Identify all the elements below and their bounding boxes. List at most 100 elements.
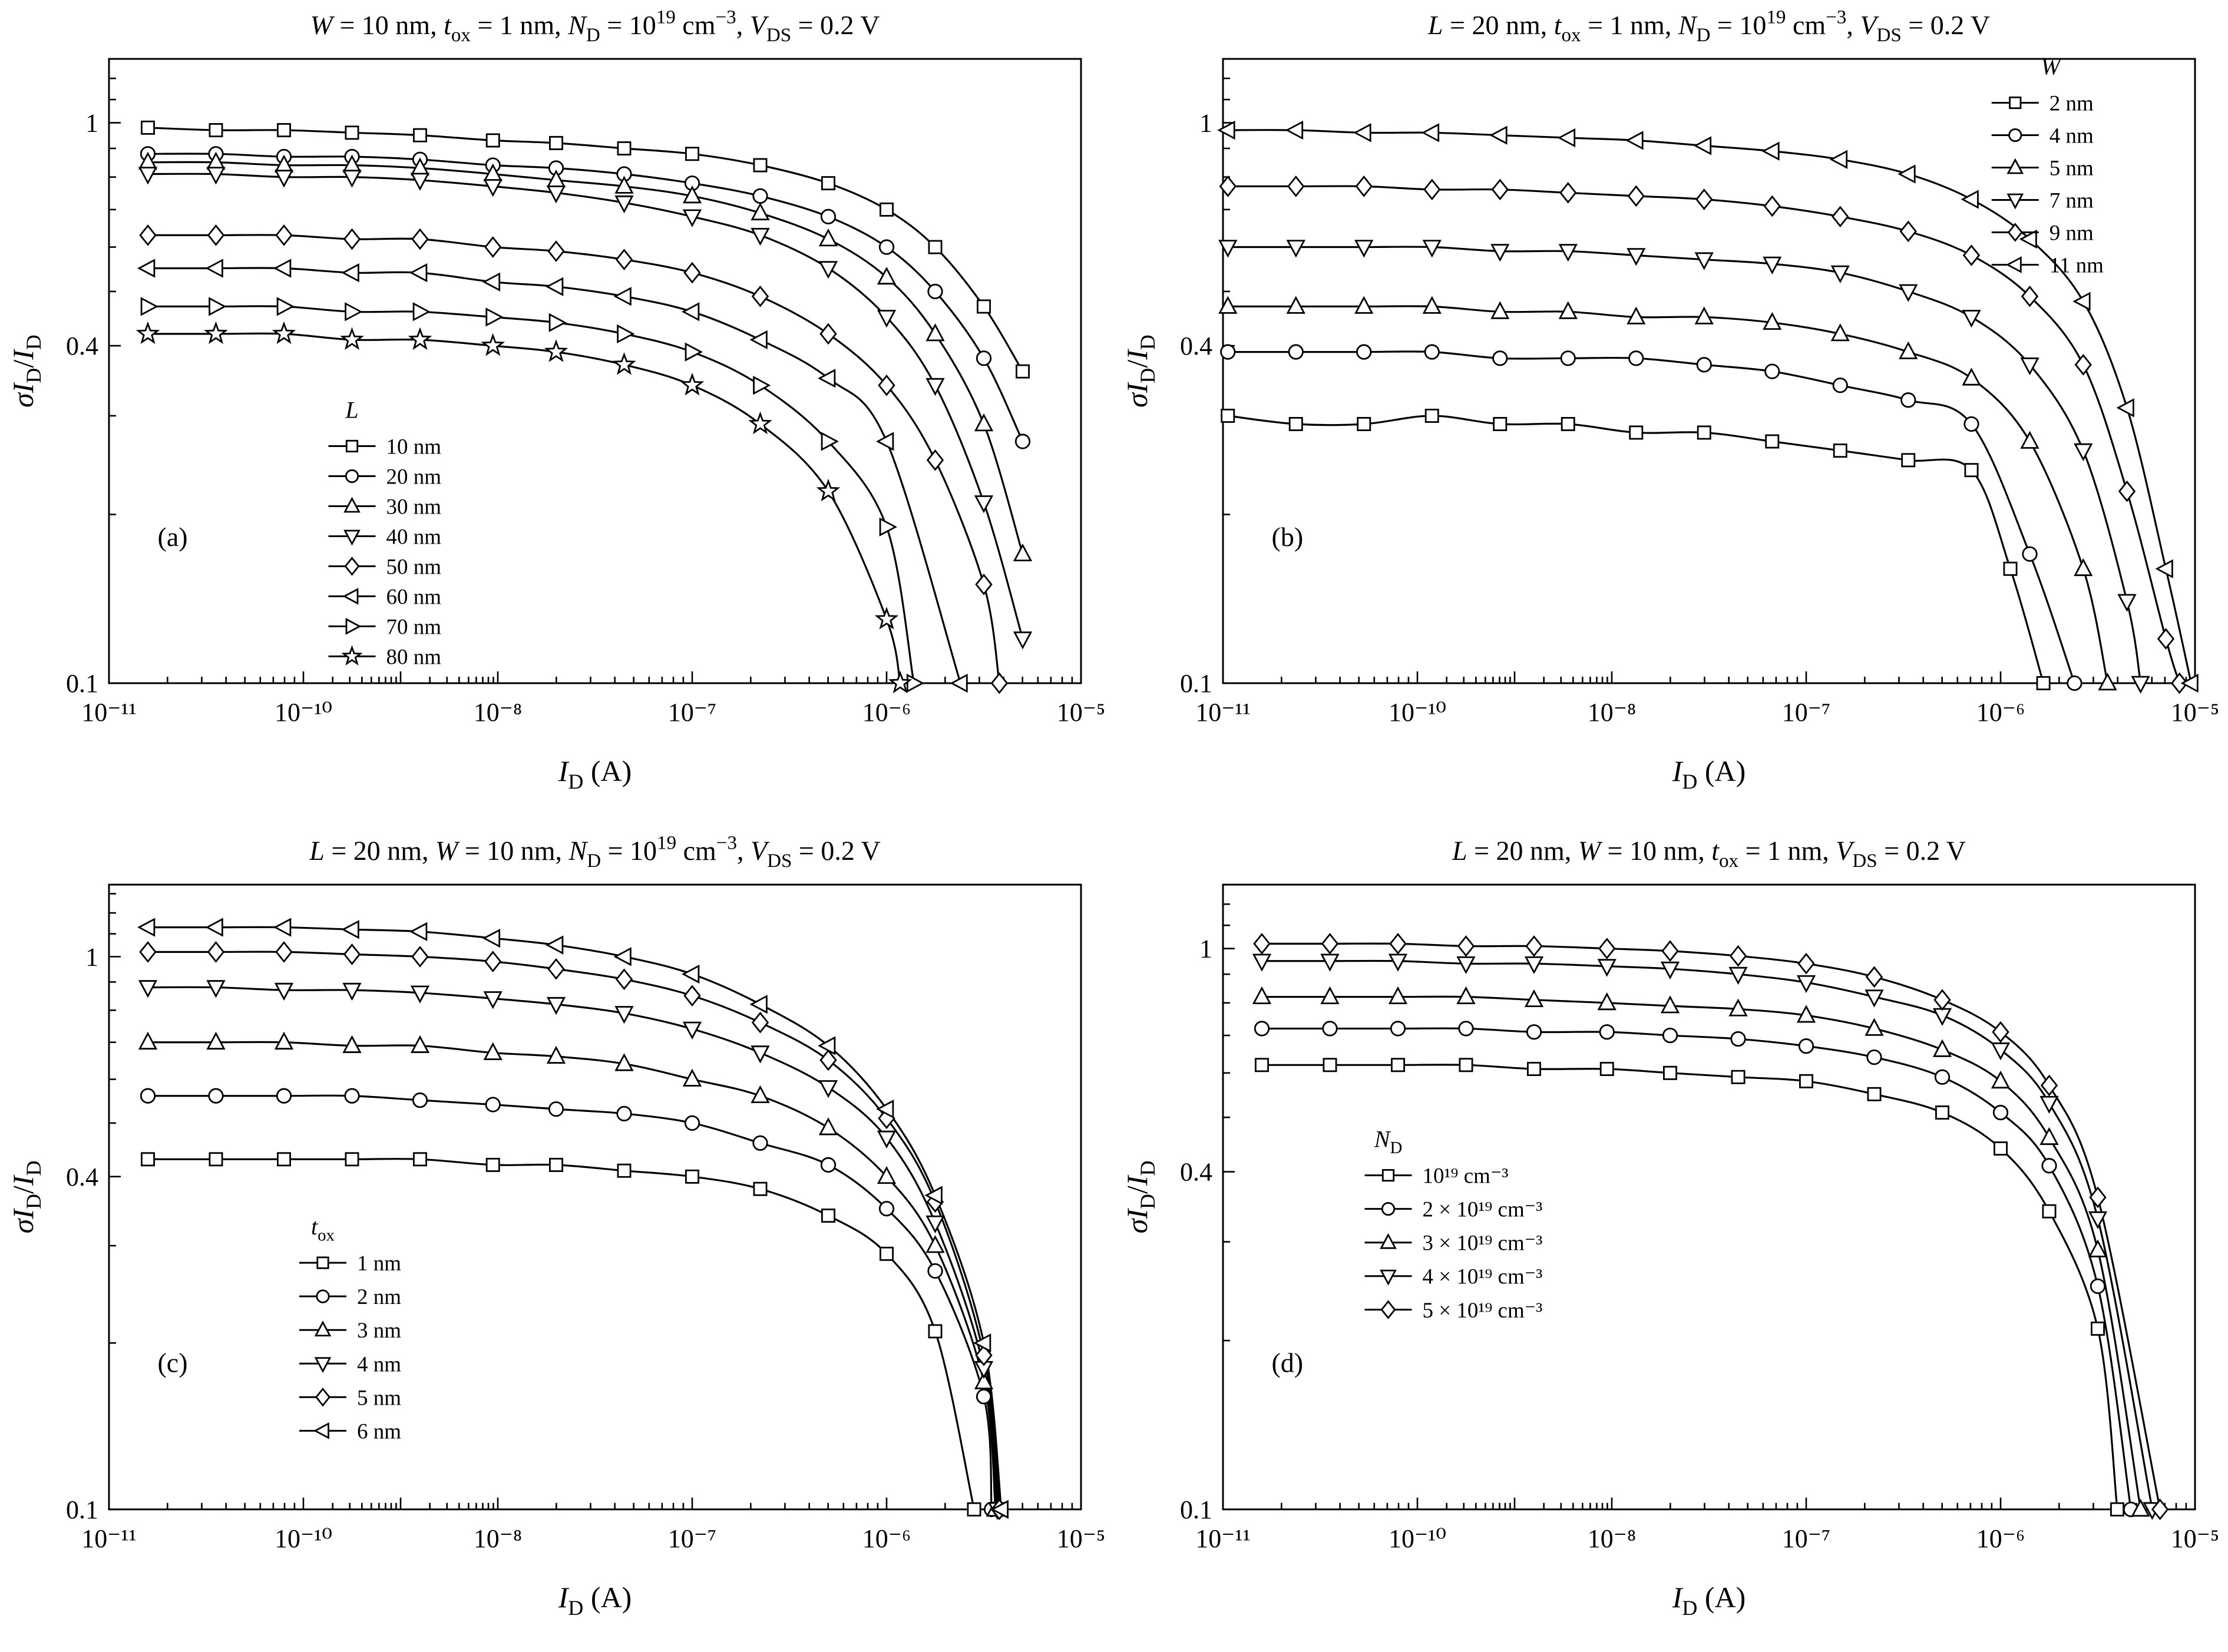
legend-label: 3 nm: [357, 1319, 401, 1343]
x-tick-label: 10⁻⁷: [668, 698, 717, 727]
series-line-triangle-up: [147, 161, 1024, 555]
panel-letter: (d): [1272, 1348, 1304, 1378]
x-tick-label: 10⁻⁷: [668, 1524, 717, 1553]
y-tick-label: 0.1: [1180, 1495, 1212, 1524]
series-markers-triangle-up: [138, 151, 1033, 561]
panel-d: L = 20 nm, W = 10 nm, tox = 1 nm, VDS = …: [1114, 826, 2228, 1652]
legend-label: 40 nm: [386, 525, 442, 549]
series-markers-square: [141, 1152, 981, 1517]
series-markers-square: [1255, 1058, 2124, 1517]
legend-title: W: [2041, 54, 2062, 80]
x-tick-label: 10⁻¹¹: [1195, 698, 1251, 727]
legend-label: 2 × 10¹⁹ cm⁻³: [1423, 1198, 1543, 1222]
x-tick-label: 10⁻⁵: [2171, 1524, 2220, 1553]
legend-title: L: [345, 397, 358, 423]
legend-label: 6 nm: [357, 1419, 401, 1444]
x-tick-label: 10⁻⁸: [1588, 698, 1637, 727]
series-markers-triangle-down: [138, 980, 1007, 1520]
legend-label: 3 × 10¹⁹ cm⁻³: [1423, 1231, 1543, 1256]
series-line-triangle-left: [147, 267, 961, 683]
y-tick-label: 0.1: [1180, 669, 1212, 698]
series-line-triangle-left: [148, 926, 1003, 1509]
series-line-square: [148, 1158, 976, 1509]
legend: W 2 nm 4 nm 5 nm 7 nm 9 nm 11 nm: [1991, 54, 2104, 278]
x-tick-label: 10⁻⁵: [1057, 1524, 1106, 1553]
x-tick-label: 10⁻⁷: [1782, 698, 1831, 727]
y-axis-label: σID/ID: [6, 1160, 45, 1233]
y-axis-label: σID/ID: [1120, 335, 1159, 408]
axis-tick-labels: 10⁻¹¹ 10⁻¹⁰ 10⁻⁸ 10⁻⁷ 10⁻⁶ 10⁻⁵ 0.1 0.4 1: [66, 942, 1105, 1552]
y-axis-label: σID/ID: [6, 335, 45, 408]
x-tick-label: 10⁻¹⁰: [1389, 698, 1446, 727]
legend-label: 4 nm: [357, 1352, 401, 1376]
axis-ticks: [1222, 903, 2196, 1511]
y-tick-label: 0.4: [66, 1163, 98, 1191]
legend-label: 2 nm: [2050, 92, 2094, 116]
y-tick-label: 0.1: [66, 669, 98, 698]
panel-letter: (a): [158, 522, 188, 552]
axis-tick-labels: 10⁻¹¹ 10⁻¹⁰ 10⁻⁸ 10⁻⁷ 10⁻⁶ 10⁻⁵ 0.1 0.4 1: [1180, 108, 2219, 727]
series-markers-triangle-down: [138, 167, 1033, 650]
x-tick-label: 10⁻¹⁰: [275, 1524, 332, 1553]
series-markers-star: [135, 321, 913, 694]
x-tick-label: 10⁻⁵: [1057, 698, 1106, 727]
y-tick-label: 1: [1199, 108, 1212, 137]
series-markers-circle: [1220, 344, 2082, 691]
series-line-triangle-right: [148, 305, 915, 683]
series-line-triangle-up: [148, 1041, 997, 1509]
y-tick-label: 0.4: [66, 332, 98, 360]
legend-label: 50 nm: [386, 555, 442, 580]
legend-label: 9 nm: [2050, 221, 2094, 246]
y-axis-label: σID/ID: [1120, 1160, 1159, 1233]
chart-b: L = 20 nm, tox = 1 nm, ND = 1019 cm−3, V…: [1120, 7, 2219, 793]
series-line-triangle-up: [1262, 995, 2142, 1509]
axes-box: [108, 883, 1082, 1511]
series-markers-triangle-left: [1217, 120, 2199, 693]
x-tick-label: 10⁻⁸: [1588, 1524, 1637, 1553]
panel-b: L = 20 nm, tox = 1 nm, ND = 1019 cm−3, V…: [1114, 0, 2228, 826]
series-line-triangle-down: [147, 986, 999, 1509]
x-axis-label: ID (A): [1672, 754, 1746, 793]
y-tick-label: 1: [85, 108, 98, 137]
series-line-diamond: [148, 951, 1000, 1509]
panel-a: W = 10 nm, tox = 1 nm, ND = 1019 cm−3, V…: [0, 0, 1114, 826]
legend-label: 11 nm: [2050, 254, 2104, 278]
series-markers-square: [141, 120, 1030, 379]
y-tick-label: 1: [85, 942, 98, 971]
series-line-circle: [1261, 1027, 2132, 1509]
legend-title: ND: [1374, 1126, 1402, 1157]
panel-title: L = 20 nm, W = 10 nm, ND = 1019 cm−3, VD…: [309, 832, 880, 872]
series-line-diamond: [1262, 942, 2161, 1509]
y-tick-label: 0.4: [1180, 1158, 1212, 1187]
y-tick-label: 0.1: [66, 1495, 98, 1524]
panel-letter: (b): [1272, 522, 1304, 552]
series-line-star: [148, 332, 901, 683]
series-markers-triangle-down: [1218, 240, 2150, 694]
y-tick-label: 1: [1199, 935, 1212, 964]
axis-tick-labels: 10⁻¹¹ 10⁻¹⁰ 10⁻⁸ 10⁻⁷ 10⁻⁶ 10⁻⁵ 0.1 0.4 1: [66, 108, 1105, 727]
series-markers-circle: [1254, 1021, 2139, 1517]
legend-title: tox: [311, 1213, 335, 1244]
axes-box: [1222, 58, 2196, 684]
series-markers-diamond: [139, 941, 1009, 1521]
x-tick-label: 10⁻⁶: [1976, 1524, 2025, 1553]
series-markers-square: [1221, 409, 2051, 690]
x-tick-label: 10⁻¹¹: [1195, 1524, 1251, 1553]
axis-ticks: [108, 77, 1082, 684]
legend-label: 5 nm: [2050, 157, 2094, 181]
legend-label: 4 × 10¹⁹ cm⁻³: [1423, 1265, 1543, 1289]
legend: tox 1 nm 2 nm 3 nm 4 nm 5 nm 6 nm: [299, 1213, 401, 1444]
series-markers-triangle-left: [137, 918, 1009, 1519]
series-line-triangle-up: [1228, 305, 2109, 683]
x-tick-label: 10⁻¹⁰: [1389, 1524, 1446, 1553]
panel-title: W = 10 nm, tox = 1 nm, ND = 1019 cm−3, V…: [310, 7, 880, 46]
y-tick-label: 0.4: [1180, 332, 1212, 360]
legend-label: 4 nm: [2050, 124, 2094, 148]
series-lines: [147, 926, 1003, 1509]
legend-label: 5 nm: [357, 1386, 401, 1410]
axis-ticks: [108, 893, 1082, 1511]
series-line-triangle-down: [147, 173, 1024, 640]
x-tick-label: 10⁻¹¹: [81, 698, 137, 727]
legend-label: 70 nm: [386, 615, 442, 640]
